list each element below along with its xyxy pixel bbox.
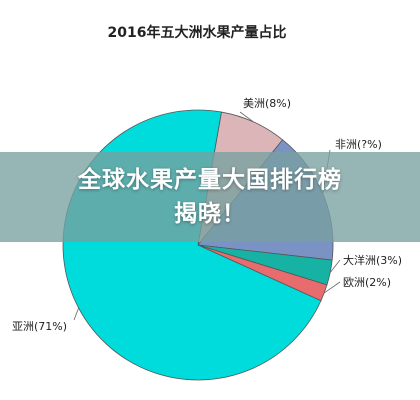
pie-slices — [62, 109, 334, 381]
slice-label: 亚洲(71%) — [12, 320, 67, 333]
headline-line-1: 全球水果产量大国排行榜 — [78, 167, 342, 193]
slice-label: 非洲(?%) — [335, 138, 382, 151]
slice-labels: 美洲(8%) 非洲(?%) 大洋洲(3%) 欧洲(2%) 亚洲(71%) — [12, 97, 402, 333]
chart-title: 2016年五大洲水果产量占比 — [108, 24, 287, 41]
headline-banner: 全球水果产量大国排行榜 揭晓！ — [0, 152, 420, 242]
label-leader-line — [239, 111, 255, 123]
label-leader-line — [73, 307, 79, 321]
label-leader-line — [323, 281, 341, 294]
slice-label: 美洲(8%) — [243, 97, 291, 110]
headline-line-2: 揭晓！ — [174, 201, 246, 227]
label-leader-line — [329, 259, 341, 273]
slice-label: 大洋洲(3%) — [343, 253, 402, 267]
slice-label: 欧洲(2%) — [343, 276, 391, 289]
